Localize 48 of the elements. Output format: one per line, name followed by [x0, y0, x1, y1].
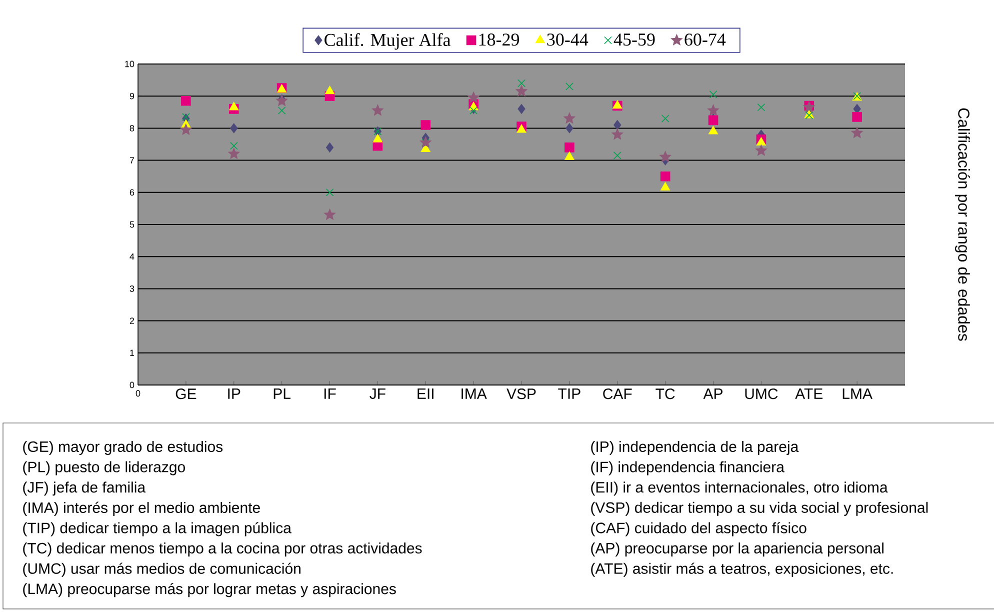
text: (IP) independencia de la pareja [591, 440, 799, 455]
y-tick-label: 0 [130, 382, 134, 388]
y-tick-label: 5 [130, 221, 134, 228]
text: (TC) dedicar menos tiempo a la cocina por otras actividades [23, 542, 422, 556]
text: (IF) independencia financiera [591, 461, 784, 476]
y-tick-label: 1 [130, 350, 134, 356]
x-tick-label: EII [418, 388, 434, 399]
x-tick-label: UMC [745, 388, 778, 400]
x-tick-label: GE [176, 388, 196, 400]
x-tick-label: IF [324, 388, 336, 399]
text: (CAF) cuidado del aspecto físico [591, 522, 806, 536]
x-tick-label: PL [274, 388, 290, 399]
y-axis-title: Calificación por rango de edades [954, 108, 970, 341]
x-tick-label: AP [703, 388, 722, 399]
y-tick-label: 4 [130, 253, 134, 260]
text: (IMA) interés por el medio ambiente [23, 502, 260, 516]
x-tick-label: TIP [558, 388, 580, 399]
legend-label: 30-44 [547, 34, 588, 46]
text: (EII) ir a eventos internacionales, otro idioma [591, 482, 888, 496]
text: (ATE) asistir más a teatros, exposiciones, etc. [591, 562, 893, 577]
y-tick-label: 7 [130, 157, 134, 164]
text: (PL) puesto de liderazgo [23, 461, 185, 476]
x-tick-label: ATE [795, 388, 823, 399]
text: (VSP) dedicar tiempo a su vida social y profesional [591, 502, 928, 516]
x-tick-label: IP [228, 388, 240, 399]
legend-label: 60-74 [684, 34, 726, 46]
text: (LMA) preocuparse más por lograr metas y aspiraciones [23, 583, 396, 598]
text: (GE) mayor grado de estudios [23, 440, 223, 455]
y-tick-label: 3 [130, 285, 134, 292]
y-tick-label: 8 [130, 125, 134, 132]
x-tick-label: IMA [462, 388, 487, 399]
legend-label: Calif. Mujer Alfa [324, 33, 451, 50]
y-tick-label: 9 [130, 92, 134, 100]
text: (TIP) dedicar tiempo a la imagen pública [23, 522, 292, 536]
x-tick-label: LMA [842, 388, 872, 399]
y-tick-label: 10 [125, 60, 134, 68]
x-tick-label: JF [370, 388, 386, 399]
text: (AP) preocuparse por la apariencia personal [591, 542, 884, 556]
y-tick-label: 2 [130, 318, 134, 324]
x-tick-label: VSP [506, 388, 536, 400]
x-tick-label: CAF [603, 388, 632, 400]
legend-label: 18-29 [479, 34, 520, 46]
x-tick-label: TC [656, 388, 675, 400]
text: 0 [136, 390, 140, 397]
text: (JF) jefa de familia [23, 482, 146, 496]
legend-label: 45-59 [614, 34, 655, 46]
y-tick-label: 6 [130, 189, 134, 196]
text: (UMC) usar más medios de comunicación [23, 562, 300, 577]
